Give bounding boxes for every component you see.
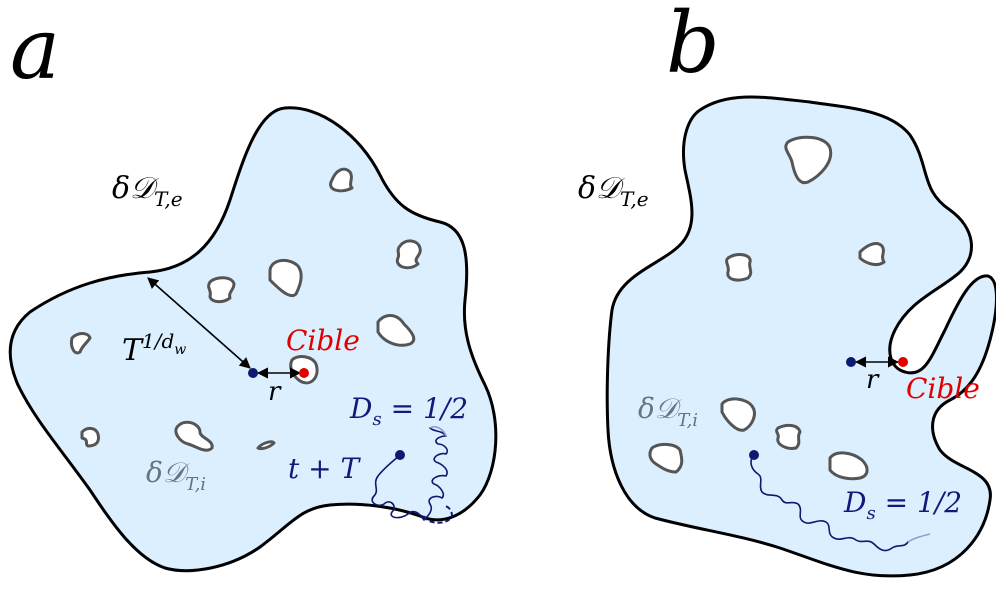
distance-label: T1/dw (122, 329, 186, 368)
obstacle (268, 259, 303, 297)
ds-label: Ds = 1/2 (349, 392, 468, 430)
outer-boundary-label: δ𝒟T,e (578, 171, 649, 211)
r-label: r (268, 377, 282, 407)
target-point (898, 357, 908, 367)
walk-start-point (395, 450, 405, 460)
panel-b-domain (605, 95, 996, 578)
obstacle (80, 426, 100, 448)
obstacle (376, 314, 416, 347)
time-label: t + T (288, 452, 362, 485)
obstacle (720, 397, 756, 432)
obstacle (207, 276, 236, 304)
inner-boundary-label: δ𝒟T,i (638, 392, 698, 431)
obstacle (775, 423, 802, 450)
inner-boundary-label: δ𝒟T,i (146, 456, 206, 495)
obstacle (828, 451, 869, 481)
obstacle (256, 440, 276, 451)
distance-arrow (147, 277, 251, 369)
obstacle (858, 242, 886, 266)
target-label: Cible (286, 324, 360, 357)
obstacle (174, 420, 214, 452)
random-walk (371, 427, 449, 521)
obstacle (648, 442, 684, 474)
random-walk-tail (429, 425, 447, 437)
panel-a-domain (8, 106, 498, 573)
obstacle (70, 332, 92, 355)
target-point (299, 368, 309, 378)
panel-b: b δ𝒟T,e r Cible δ𝒟T,i Ds = 1/2 (578, 0, 996, 578)
obstacle (329, 167, 354, 193)
obstacle (725, 253, 753, 282)
panel-b-letter: b (666, 0, 720, 92)
start-point (248, 368, 258, 378)
random-walk (750, 454, 909, 552)
obstacle (395, 239, 422, 270)
obstacle (784, 135, 833, 185)
outer-boundary-label: δ𝒟T,e (112, 171, 183, 211)
start-point (846, 357, 856, 367)
walk-start-point (749, 450, 759, 460)
panel-a: a δ𝒟T,e T1/dw r Cible Ds = 1/2 t + T δ𝒟T… (8, 0, 498, 573)
ds-label: Ds = 1/2 (843, 486, 962, 524)
random-walk-tail (907, 533, 931, 543)
exit-region (423, 505, 454, 524)
r-label: r (866, 365, 880, 395)
target-label: Cible (906, 372, 980, 405)
panel-a-letter: a (10, 0, 60, 98)
